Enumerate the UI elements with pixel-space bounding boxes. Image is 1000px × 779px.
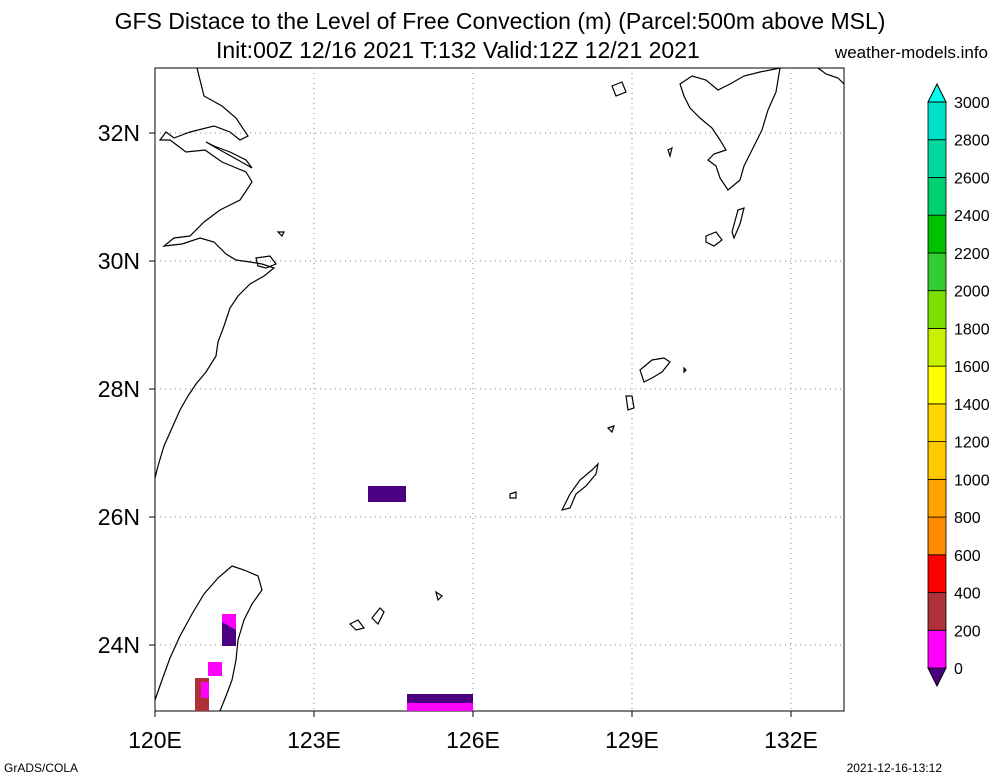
china-coast [154, 67, 276, 479]
colorbar-segment [927, 177, 947, 216]
lfc-cell-taiwan-e [201, 682, 209, 698]
goto [611, 81, 627, 97]
colorbar-segment [927, 365, 947, 405]
colorbar-label: 1000 [954, 472, 990, 489]
colorbar-label: 2400 [954, 208, 990, 225]
lat-label: 32N [98, 120, 140, 146]
tokunoshima [625, 395, 635, 411]
map-title: GFS Distace to the Level of Free Convect… [114, 8, 886, 34]
ishigaki-east [371, 607, 385, 626]
colorbar-label: 2600 [954, 170, 990, 187]
colorbar-segment [927, 252, 947, 292]
colorbar-label: 400 [954, 586, 981, 603]
lon-labels: 120E 123E 126E 129E 132E [128, 727, 818, 753]
lfc-cell-taiwan-c [208, 662, 222, 676]
source-label: weather-models.info [834, 43, 988, 62]
miyako [348, 619, 366, 631]
colorbar-label: 2200 [954, 246, 990, 263]
colorbar-label: 0 [954, 661, 963, 678]
colorbar-label: 600 [954, 548, 981, 565]
colorbar: 0 200 400 600 800 1000 1200 1400 1600 1800 2000 220… [927, 82, 990, 688]
map-subtitle: Init:00Z 12/16 2021 T:132 Valid:12Z 12/2… [216, 37, 700, 63]
lon-label: 129E [605, 727, 659, 753]
colorbar-segment [927, 441, 947, 480]
colorbar-label: 2000 [954, 284, 990, 301]
yoron [606, 425, 615, 434]
colorbar-segment [927, 403, 947, 443]
taiwan-coast [154, 565, 263, 712]
amami-island [639, 357, 671, 383]
graticule [155, 68, 844, 711]
lfc-cell-taiwan-b [222, 622, 236, 646]
colorbar-label: 1800 [954, 321, 990, 338]
tanegashima [731, 207, 745, 240]
lfc-shading [195, 486, 473, 711]
yangtze-estuary [205, 141, 253, 169]
colorbar-label: 1600 [954, 359, 990, 376]
colorbar-label: 2800 [954, 133, 990, 150]
lfc-cell-23n-125e-magenta [407, 703, 473, 711]
tick-marks [149, 132, 792, 717]
colorbar-segment [927, 139, 947, 178]
small-islet-a [276, 231, 285, 238]
senkaku [435, 590, 443, 602]
colorbar-arrow-low [927, 667, 947, 688]
lat-label: 24N [98, 632, 140, 658]
lat-label: 30N [98, 248, 140, 274]
lon-label: 132E [764, 727, 818, 753]
colorbar-segment [927, 516, 947, 556]
software-credit: GrADS/COLA [4, 761, 79, 775]
lon-label: 123E [287, 727, 341, 753]
colorbar-segment [927, 327, 947, 367]
lat-label: 28N [98, 376, 140, 402]
colorbar-segment [927, 101, 947, 141]
lat-label: 26N [98, 504, 140, 530]
colorbar-label: 200 [954, 623, 981, 640]
kyushu-coast [679, 67, 781, 191]
kume [509, 491, 517, 499]
colorbar-arrow-high [927, 82, 947, 103]
colorbar-segment [927, 554, 947, 593]
colorbar-label: 1400 [954, 397, 990, 414]
small-islet-b [683, 366, 687, 374]
lon-label: 126E [446, 727, 500, 753]
yakushima [705, 231, 723, 247]
colorbar-segment [927, 290, 947, 329]
colorbar-label: 1200 [954, 435, 990, 452]
colorbar-segment [927, 214, 947, 254]
okinawa-island [560, 462, 599, 511]
colorbar-segment [927, 592, 947, 631]
shikoku-tip [817, 67, 845, 85]
zhoushan [255, 255, 277, 269]
korea-tip [667, 146, 673, 159]
colorbar-label: 3000 [954, 95, 990, 112]
lfc-cell-26n-124e [368, 486, 406, 502]
generated-timestamp: 2021-12-16-13:12 [846, 761, 942, 775]
colorbar-segment [927, 478, 947, 518]
lfc-cell-23n-125e-purple [407, 694, 473, 704]
lat-labels: 24N 26N 28N 30N 32N [98, 120, 140, 658]
colorbar-label: 800 [954, 510, 981, 527]
lon-label: 120E [128, 727, 182, 753]
coastlines [154, 67, 845, 712]
colorbar-segment [927, 629, 947, 669]
